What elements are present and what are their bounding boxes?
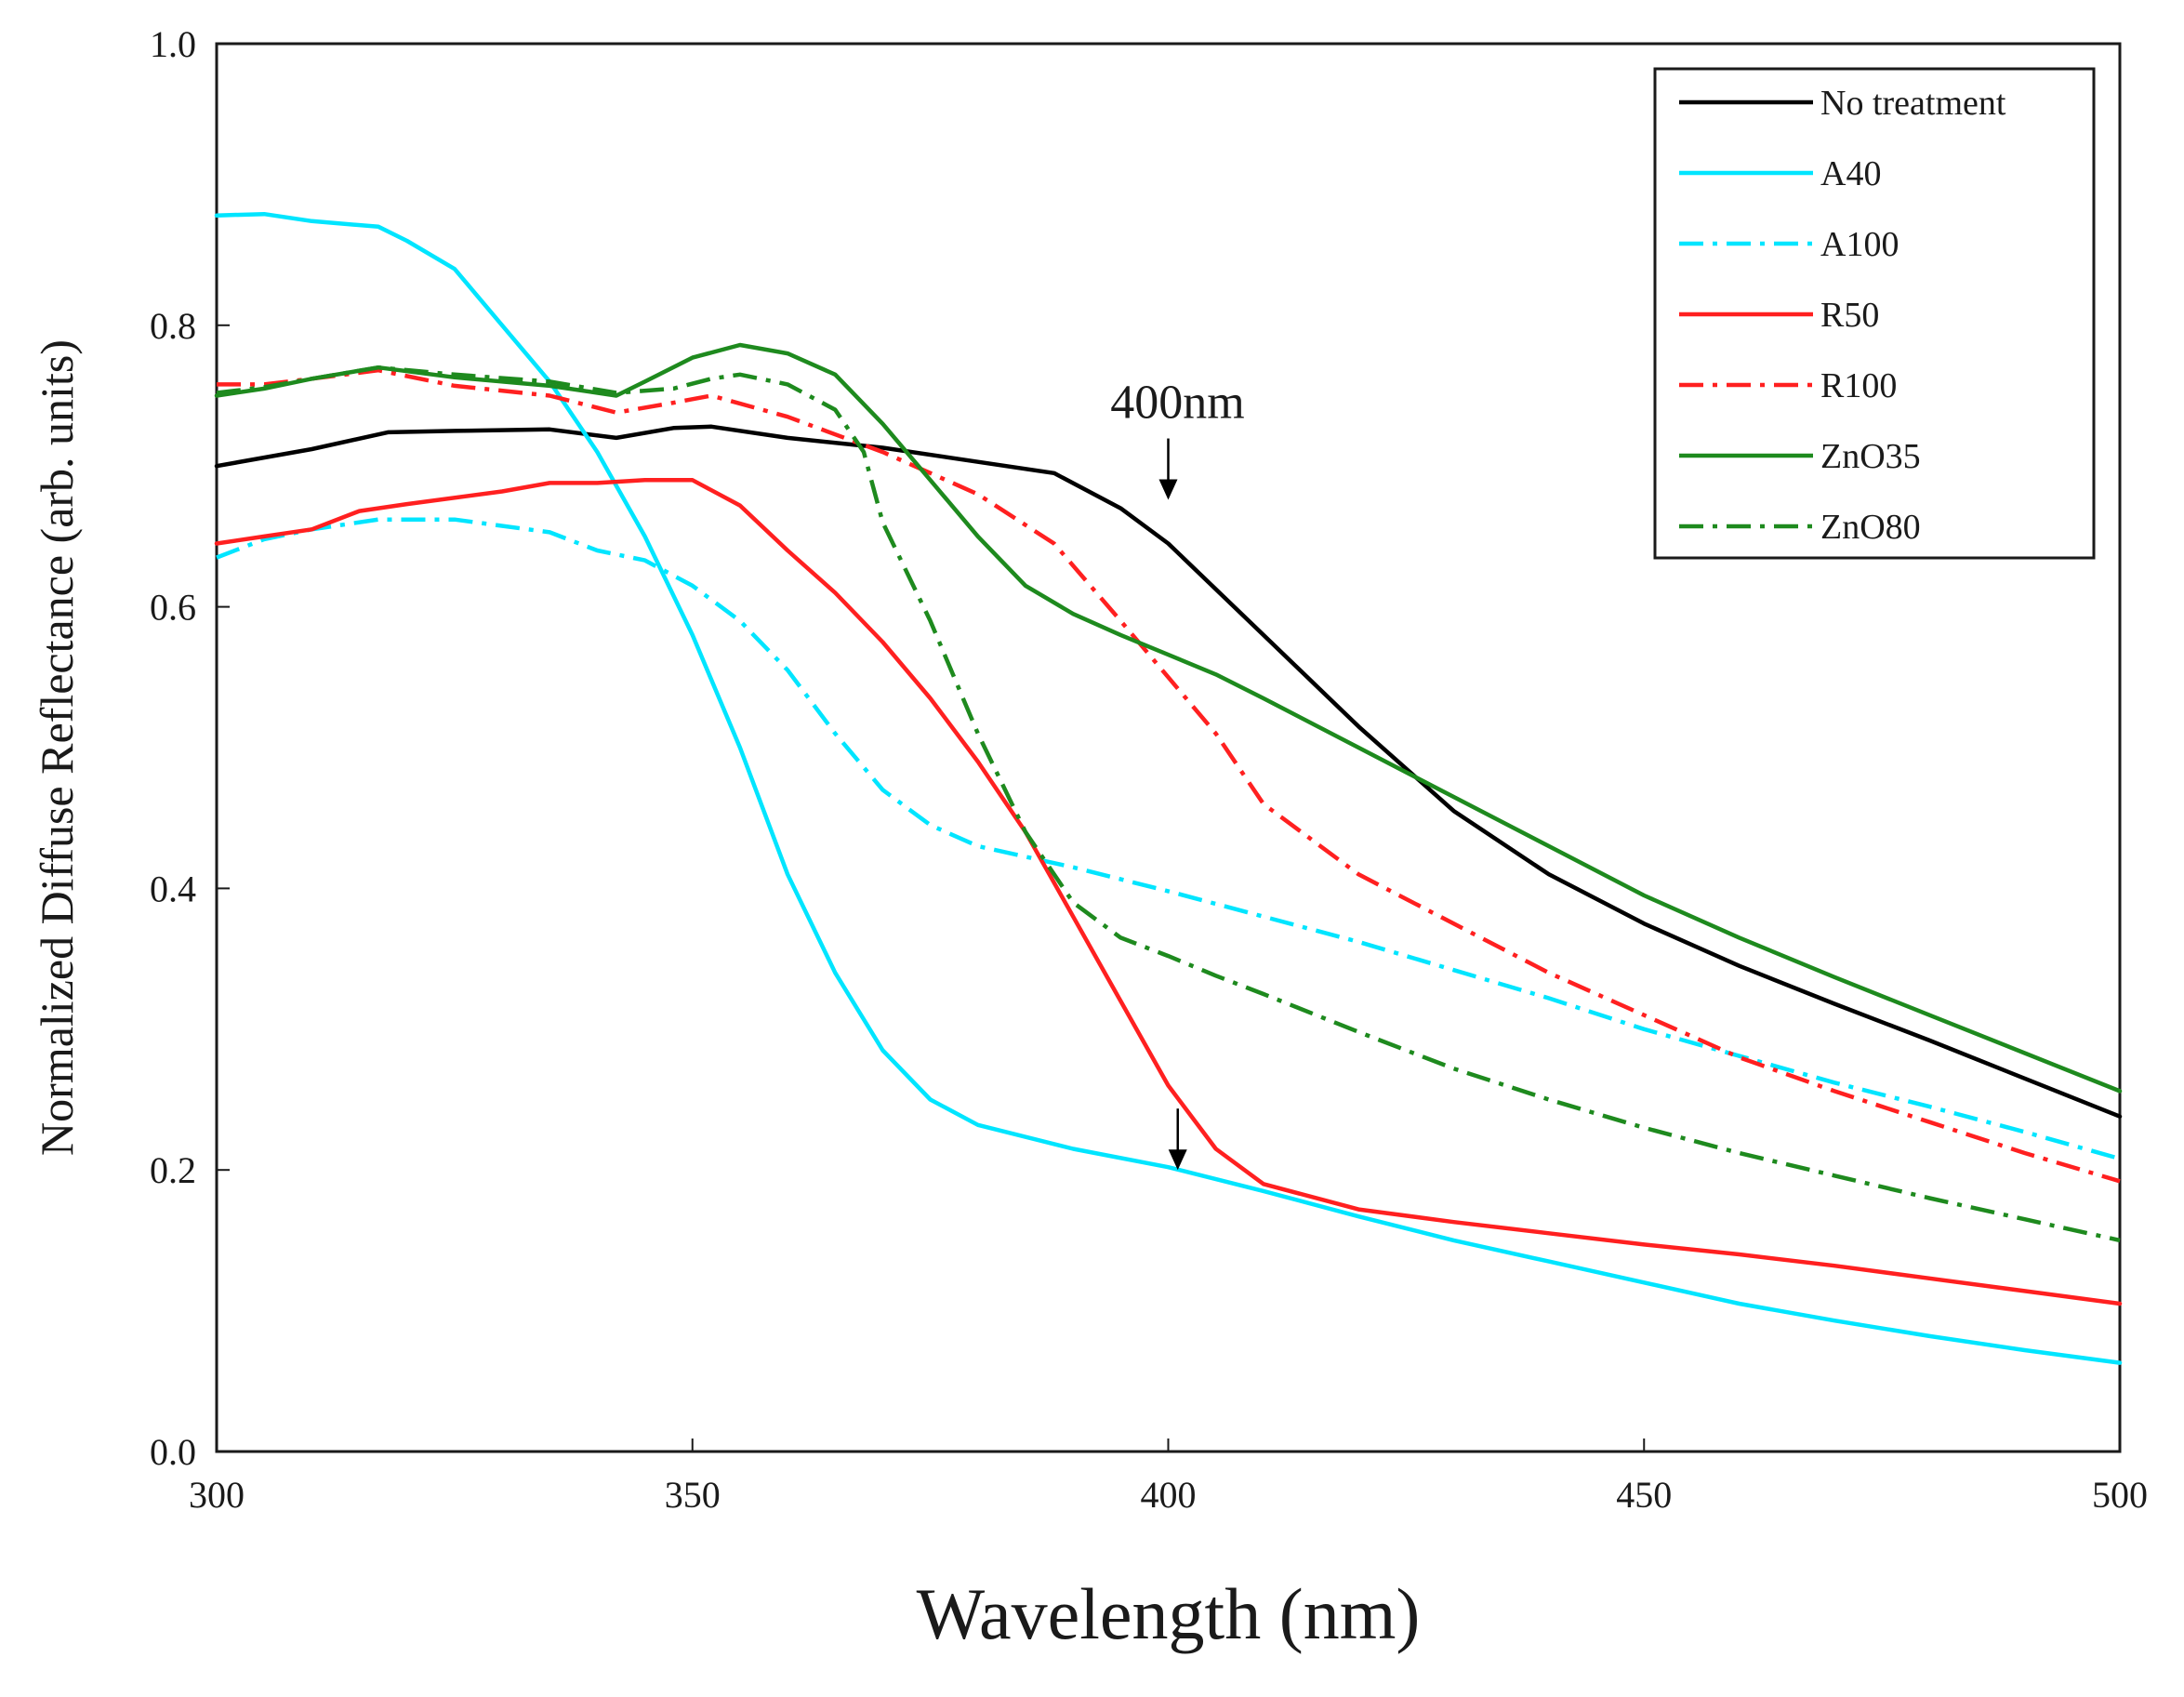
annotation-layer: 400nm bbox=[1110, 377, 1245, 1171]
series-line-zno35 bbox=[214, 342, 2123, 1094]
x-axis-title: Wavelength (nm) bbox=[917, 1573, 1421, 1654]
annotation-label: 400nm bbox=[1110, 377, 1244, 430]
y-tick-label: 0.0 bbox=[150, 1431, 196, 1473]
legend-label: A40 bbox=[1820, 154, 1881, 193]
legend-label: No treatment bbox=[1820, 84, 2006, 123]
legend-label: ZnO35 bbox=[1820, 437, 1921, 476]
legend-item-no-treatment: No treatment bbox=[1679, 84, 2006, 123]
annotation-arrow-head bbox=[1168, 1149, 1187, 1171]
y-tick-label: 0.4 bbox=[150, 868, 196, 909]
series-line-r100 bbox=[217, 367, 2121, 1184]
legend-item-a100: A100 bbox=[1679, 225, 1899, 264]
series-line-a100 bbox=[216, 517, 2121, 1161]
y-tick-label: 0.8 bbox=[150, 305, 196, 347]
annotation-arrow-head bbox=[1158, 479, 1178, 500]
legend-item-zno80: ZnO80 bbox=[1679, 508, 1921, 547]
legend-items: No treatment A40 A100 R50 R100 ZnO35 ZnO80 bbox=[1679, 84, 2006, 547]
legend: No treatment A40 A100 R50 R100 ZnO35 ZnO80 bbox=[1653, 67, 2096, 560]
legend-label: ZnO80 bbox=[1820, 508, 1921, 547]
legend-item-r50: R50 bbox=[1679, 296, 1879, 335]
legend-item-a40: A40 bbox=[1679, 154, 1881, 193]
legend-label: A100 bbox=[1820, 225, 1899, 264]
series-line-a40 bbox=[214, 211, 2123, 1365]
series-line-zno80 bbox=[216, 365, 2121, 1243]
series-layer bbox=[214, 211, 2123, 1365]
legend-label: R100 bbox=[1820, 366, 1897, 405]
x-tick-label: 450 bbox=[1616, 1474, 1672, 1516]
y-axis-title: Normalized Diffuse Reflectance (arb. uni… bbox=[31, 339, 83, 1156]
legend-item-r100: R100 bbox=[1679, 366, 1897, 405]
x-axis-ticks: 300 350 400 450 500 bbox=[189, 1438, 2148, 1516]
y-tick-label: 0.2 bbox=[150, 1149, 196, 1191]
x-tick-label: 350 bbox=[665, 1474, 721, 1516]
x-tick-label: 500 bbox=[2092, 1474, 2148, 1516]
legend-label: R50 bbox=[1820, 296, 1879, 335]
y-tick-label: 1.0 bbox=[150, 23, 196, 65]
series-line-no-treatment bbox=[214, 424, 2123, 1119]
series-line-r50 bbox=[214, 478, 2123, 1306]
x-tick-label: 300 bbox=[189, 1474, 245, 1516]
plot-area: 400nm bbox=[214, 42, 2123, 1453]
y-axis-ticks: 0.0 0.2 0.4 0.6 0.8 1.0 bbox=[150, 23, 230, 1473]
legend-item-zno35: ZnO35 bbox=[1679, 437, 1921, 476]
x-tick-label: 400 bbox=[1141, 1474, 1197, 1516]
y-tick-label: 0.6 bbox=[150, 587, 196, 629]
